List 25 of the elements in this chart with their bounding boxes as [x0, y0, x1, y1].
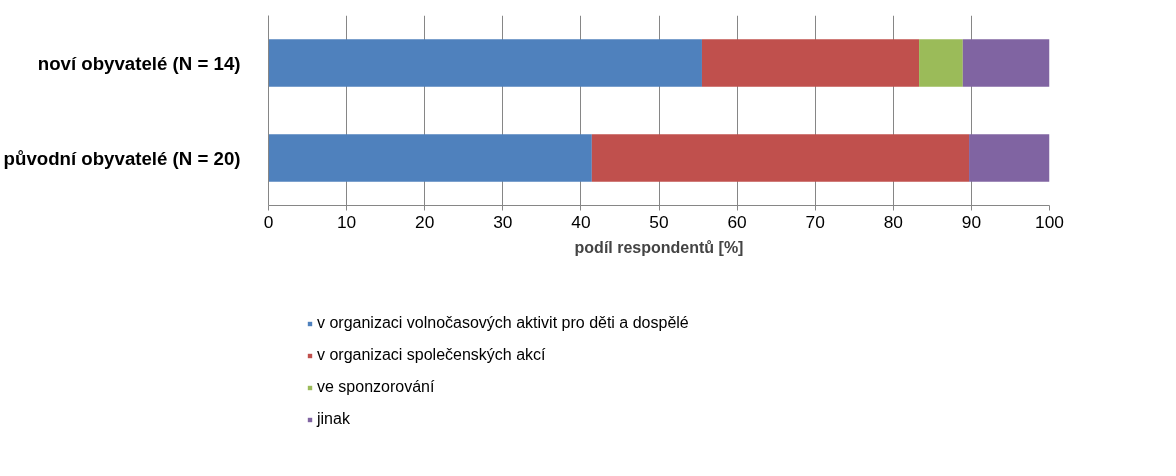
bar — [969, 134, 1050, 182]
bar — [962, 39, 1050, 87]
bar — [919, 39, 963, 87]
x-tick-label: 90 — [961, 211, 982, 232]
legend-label: ve sponzorování — [317, 378, 435, 396]
bar — [591, 134, 970, 182]
x-axis-title: podíl respondentů [%] — [574, 238, 744, 256]
legend-label: jinak — [317, 410, 350, 428]
bar — [268, 39, 702, 87]
x-tick-label: 40 — [571, 211, 591, 232]
bar — [268, 134, 592, 182]
x-tick-label: 80 — [883, 211, 903, 232]
legend-label: v organizaci volnočasových aktivit pro děti a dospělé — [317, 314, 689, 332]
x-tick-label: 30 — [493, 211, 513, 232]
x-tick-label: 10 — [336, 211, 357, 232]
y-tick-label: původní obyvatelé (N = 20) — [3, 147, 241, 169]
y-tick-label: noví obyvatelé (N = 14) — [37, 52, 241, 74]
x-tick-label: 20 — [415, 211, 435, 232]
x-tick-label: 60 — [727, 211, 747, 232]
x-tick-label: 0 — [263, 211, 274, 232]
bar — [701, 39, 920, 87]
x-tick-label: 100 — [1035, 211, 1064, 232]
x-tick-label: 50 — [649, 211, 669, 232]
x-tick-label: 70 — [805, 211, 825, 232]
legend-label: v organizaci společenských akcí — [317, 346, 546, 364]
